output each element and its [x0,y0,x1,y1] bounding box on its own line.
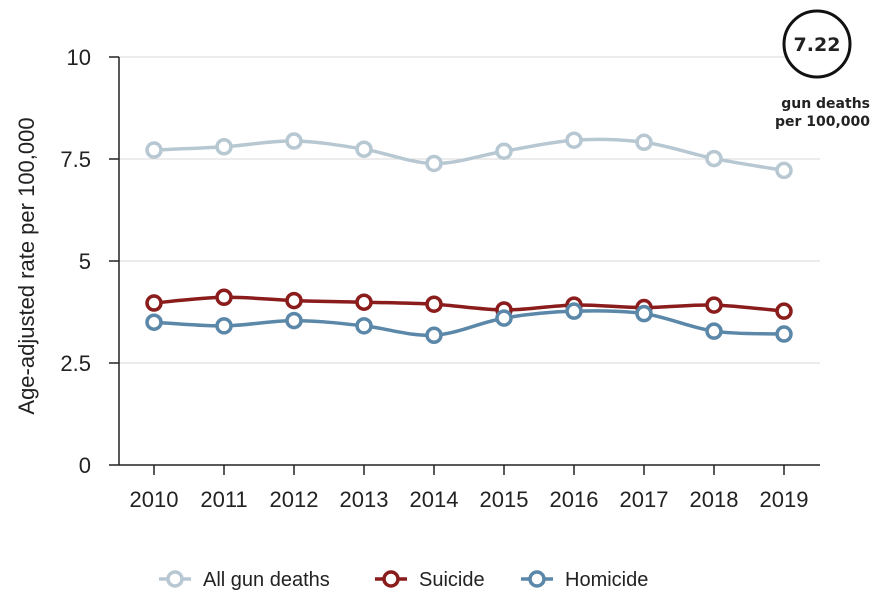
legend: All gun deaths Suicide Homicide [159,569,648,591]
series-line-all-gun-deaths [152,137,786,173]
series-layer [145,131,793,345]
data-point [285,291,303,310]
legend-item-homicide: Homicide [521,569,648,591]
x-tick-label: 2012 [270,487,319,512]
legend-swatch-marker [528,570,546,588]
series-homicide [145,302,793,345]
callout-badge: 7.22 gun deaths per 100,000 [775,9,870,130]
data-point [775,161,793,180]
data-point [355,317,373,335]
data-point [425,154,443,173]
series-line-homicide [152,308,786,338]
data-point [285,311,303,330]
y-tick-label: 5 [79,249,91,274]
y-axis-title: Age-adjusted rate per 100,000 [14,117,39,414]
x-tick-label: 2016 [550,487,599,512]
gridlines [119,56,820,364]
x-tick-label: 2014 [410,487,459,512]
callout-circle [782,9,852,79]
series-suicide [145,288,793,320]
x-tick-label: 2010 [130,487,179,512]
legend-label: Homicide [565,569,648,591]
data-point [705,296,723,314]
data-point [215,288,233,307]
series-all-gun-deaths [145,131,793,180]
data-point [145,294,163,312]
data-point [495,142,513,160]
data-point [565,131,583,149]
data-point [775,302,793,320]
callout-text-line1: gun deaths [781,96,870,112]
x-tick-label: 2015 [480,487,529,512]
x-tick-label: 2011 [200,487,247,512]
x-tick-label: 2013 [340,487,389,512]
legend-swatch-marker [382,570,400,588]
legend-label: All gun deaths [203,569,330,591]
series-line-suicide [152,295,786,313]
data-point [215,317,233,335]
legend-item-all-gun-deaths: All gun deaths [159,569,330,591]
data-point [635,133,653,152]
y-axis-ticks: 0 2.5 5 7.5 10 [60,45,119,478]
data-point [705,149,723,168]
legend-label: Suicide [419,569,485,591]
callout-text-line2: per 100,000 [775,114,870,130]
data-point [355,140,373,158]
data-point [775,325,793,343]
x-tick-label: 2019 [760,487,809,512]
x-axis-ticks: 2010 2011 2012 2013 2014 2015 2016 2017 2018 2019 [130,465,809,512]
y-tick-label: 2.5 [60,351,91,376]
data-point [425,326,443,345]
data-point [215,138,233,156]
data-point [635,304,653,323]
data-point [565,302,583,320]
callout-value: 7.22 [794,34,841,56]
data-point [145,313,163,331]
legend-item-suicide: Suicide [375,569,485,591]
data-point [285,132,303,150]
x-tick-label: 2018 [690,487,739,512]
data-point [495,309,513,327]
legend-swatch-marker [166,570,184,588]
data-point [705,322,723,340]
x-tick-label: 2017 [620,487,669,512]
y-tick-label: 7.5 [60,147,91,172]
data-point [425,295,443,313]
y-tick-label: 10 [67,45,91,70]
data-point [355,293,373,311]
data-point [145,141,163,159]
y-tick-label: 0 [79,453,91,478]
